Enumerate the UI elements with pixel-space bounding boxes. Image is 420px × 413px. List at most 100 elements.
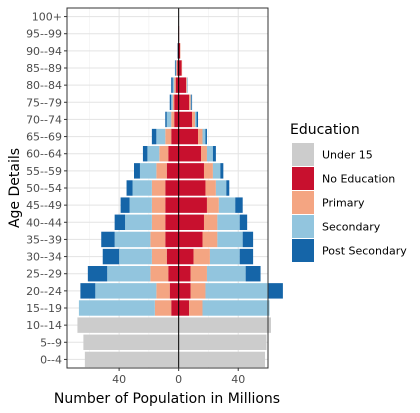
bar-right-post-secondary-30--34 (239, 248, 254, 265)
y-tick-label: 15--19 (26, 302, 62, 315)
bar-left-no-education-50--54 (165, 180, 179, 196)
legend-label: Primary (322, 197, 365, 210)
bar-right-no-education-70--74 (178, 111, 193, 128)
bar-left-no-education-75--79 (174, 94, 179, 110)
bar-left-primary-70--74 (171, 111, 175, 128)
bar-right-no-education-85--89 (178, 60, 182, 76)
bar-right-no-education-30--34 (178, 248, 194, 265)
bar-right-secondary-55--59 (212, 163, 221, 179)
y-tick-label: 95--99 (26, 28, 62, 41)
bar-left-no-education-30--34 (166, 248, 179, 265)
bar-left-primary-15--19 (154, 300, 172, 316)
y-tick-label: 30--34 (26, 251, 62, 264)
y-tick-label: 70--74 (26, 113, 62, 126)
y-tick-label: 20--24 (26, 285, 62, 298)
bar-left-post-secondary-80--84 (171, 77, 173, 93)
bar-left-secondary-45--49 (129, 197, 152, 213)
bar-right-under-15-0--4 (178, 351, 266, 368)
bar-right-primary-20--24 (190, 283, 206, 299)
bar-left-post-secondary-20--24 (80, 283, 96, 299)
legend-label: Post Secondary (322, 245, 407, 258)
bar-right-primary-55--59 (203, 163, 213, 179)
bar-right-post-secondary-60--64 (212, 146, 216, 162)
bar-left-no-education-40--44 (165, 214, 179, 230)
y-tick-label: 40--44 (26, 216, 62, 229)
bar-left-no-education-70--74 (174, 111, 179, 128)
x-axis-title: Number of Population in Millions (54, 391, 280, 407)
bar-left-no-education-55--59 (166, 163, 179, 179)
bar-left-no-education-20--24 (169, 283, 179, 299)
bar-left-post-secondary-35--39 (101, 231, 115, 248)
bar-left-post-secondary-50--54 (126, 180, 133, 196)
bar-left-secondary-50--54 (132, 180, 152, 196)
bar-right-primary-65--69 (198, 128, 203, 145)
bar-left-post-secondary-70--74 (165, 111, 167, 128)
bar-right-under-15-5--9 (178, 334, 267, 350)
y-tick-label: 55--59 (26, 165, 62, 178)
bar-left-secondary-15--19 (78, 300, 155, 316)
bar-right-primary-35--39 (202, 231, 218, 248)
axes: Number of Population in Millions Age Det… (7, 11, 280, 407)
bar-right-primary-30--34 (193, 248, 210, 265)
y-axis-title: Age Details (7, 148, 23, 228)
bar-left-primary-55--59 (156, 163, 167, 179)
bar-right-primary-15--19 (189, 300, 203, 316)
bar-right-no-education-65--69 (178, 128, 199, 145)
bar-left-secondary-55--59 (139, 163, 157, 179)
bar-left-under-15-10--14 (77, 317, 179, 333)
y-tick-label: 90--94 (26, 45, 62, 58)
bar-right-no-education-90--94 (178, 43, 181, 59)
bar-left-under-15-5--9 (83, 334, 179, 350)
bar-left-primary-35--39 (150, 231, 166, 248)
bar-left-secondary-70--74 (166, 111, 172, 128)
x-tick-label: 40 (231, 373, 245, 386)
bar-right-no-education-40--44 (178, 214, 204, 230)
bar-right-no-education-60--64 (178, 146, 201, 162)
y-tick-label: 10--14 (26, 319, 62, 332)
bar-right-no-education-55--59 (178, 163, 204, 179)
legend-key-no-education (292, 167, 314, 190)
bar-left-primary-50--54 (151, 180, 166, 196)
bar-left-secondary-65--69 (156, 128, 166, 145)
y-tick-label: 60--64 (26, 148, 62, 161)
bar-right-no-education-15--19 (178, 300, 190, 316)
legend-key-secondary (292, 215, 314, 238)
bar-left-no-education-25--29 (168, 266, 179, 282)
bar-right-secondary-45--49 (218, 197, 236, 213)
bar-left-secondary-40--44 (125, 214, 152, 230)
legend-title: Education (290, 122, 360, 138)
bar-left-no-education-80--84 (175, 77, 179, 93)
bar-right-primary-45--49 (206, 197, 219, 213)
y-tick-label: 65--69 (26, 131, 62, 144)
bar-left-post-secondary-45--49 (120, 197, 130, 213)
bar-left-primary-45--49 (151, 197, 166, 213)
bar-left-no-education-85--89 (177, 60, 179, 76)
bar-left-post-secondary-60--64 (142, 146, 148, 162)
bar-right-post-secondary-40--44 (239, 214, 248, 230)
legend-key-primary (292, 191, 314, 214)
bar-right-secondary-75--79 (190, 94, 192, 110)
bar-right-post-secondary-55--59 (220, 163, 224, 179)
x-tick-label: 40 (112, 373, 126, 386)
bar-right-post-secondary-20--24 (268, 283, 283, 299)
bar-right-secondary-35--39 (217, 231, 243, 248)
bar-right-secondary-50--54 (215, 180, 227, 196)
y-tick-label: 80--84 (26, 79, 62, 92)
bar-right-secondary-65--69 (202, 128, 206, 145)
bar-left-primary-40--44 (151, 214, 166, 230)
bar-left-secondary-20--24 (95, 283, 157, 299)
bar-right-no-education-80--84 (178, 77, 187, 93)
bar-right-primary-60--64 (201, 146, 207, 162)
legend-label: Secondary (322, 221, 381, 234)
bar-left-no-education-65--69 (171, 128, 179, 145)
bar-right-secondary-40--44 (217, 214, 240, 230)
bar-right-post-secondary-65--69 (205, 128, 207, 145)
bar-right-primary-75--79 (189, 94, 191, 110)
bar-right-post-secondary-70--74 (196, 111, 199, 128)
bar-left-primary-80--84 (174, 77, 176, 93)
y-tick-label: 35--39 (26, 233, 62, 246)
bar-left-primary-25--29 (150, 266, 169, 282)
bar-left-primary-20--24 (156, 283, 170, 299)
bar-right-primary-50--54 (205, 180, 216, 196)
